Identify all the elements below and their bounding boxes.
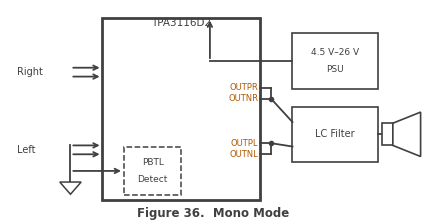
Text: TPA3116D2: TPA3116D2 <box>151 18 211 28</box>
Polygon shape <box>392 112 420 157</box>
Text: Right: Right <box>17 67 43 77</box>
Bar <box>292 107 377 162</box>
Bar <box>292 33 377 89</box>
Text: OUTNL: OUTNL <box>229 150 258 159</box>
Text: Detect: Detect <box>137 175 167 184</box>
Text: 4.5 V–26 V: 4.5 V–26 V <box>311 48 358 57</box>
Text: PSU: PSU <box>325 65 343 74</box>
Text: OUTNR: OUTNR <box>228 94 258 103</box>
Text: OUTPR: OUTPR <box>229 83 258 92</box>
Text: OUTPL: OUTPL <box>230 139 258 148</box>
Bar <box>102 18 260 200</box>
Text: PBTL: PBTL <box>141 158 163 166</box>
Text: Left: Left <box>17 145 35 155</box>
Text: LC Filter: LC Filter <box>315 129 354 139</box>
Polygon shape <box>60 182 81 194</box>
Bar <box>381 123 392 145</box>
Text: Figure 36.  Mono Mode: Figure 36. Mono Mode <box>137 207 289 220</box>
Bar <box>124 147 181 195</box>
